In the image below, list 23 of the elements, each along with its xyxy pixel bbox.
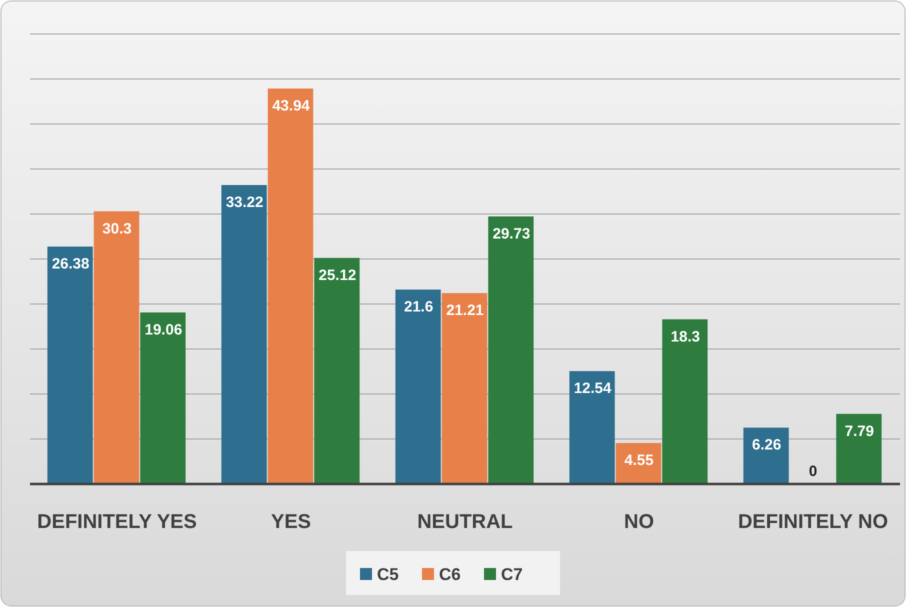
data-label: 26.38 (52, 256, 90, 273)
legend-label: C5 (377, 565, 399, 584)
data-label: 29.73 (492, 225, 530, 242)
data-label: 4.55 (624, 452, 654, 470)
x-tick-label: NO (624, 511, 654, 533)
data-label: 33.22 (226, 194, 264, 212)
data-label: 18.3 (670, 328, 700, 346)
data-label: 19.06 (144, 321, 182, 338)
data-label: 21.21 (446, 302, 484, 320)
data-label: 6.26 (752, 436, 782, 454)
data-label: 12.54 (574, 380, 612, 398)
data-label: 25.12 (318, 266, 356, 284)
legend-label: C7 (501, 565, 523, 584)
data-label: 7.79 (844, 422, 874, 440)
data-label: 21.6 (404, 298, 434, 316)
x-tick-label: NEUTRAL (417, 511, 513, 533)
data-label: 43.94 (272, 98, 310, 115)
data-label: 30.3 (102, 220, 132, 238)
x-tick-label: YES (270, 511, 312, 533)
data-label: 0 (808, 463, 818, 480)
legend-label: C6 (439, 565, 461, 584)
x-tick-label: DEFINITELY NO (738, 511, 888, 533)
x-tick-label: DEFINITELY YES (37, 511, 197, 533)
